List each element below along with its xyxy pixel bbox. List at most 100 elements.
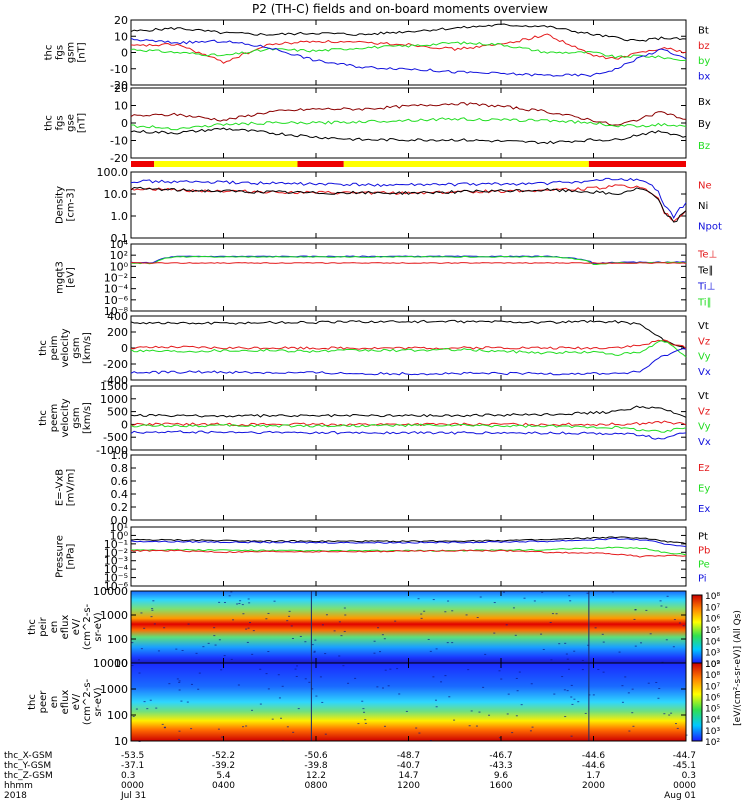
legend-entry: Pt (698, 531, 708, 542)
footer-value: -50.6 (304, 751, 328, 761)
y-axis-label: Pressure (55, 535, 66, 578)
spectrogram-speckle (398, 693, 401, 695)
spectrogram-speckle (163, 627, 166, 629)
spectrogram-speckle (313, 651, 316, 653)
spectrogram-speckle (647, 682, 650, 684)
y-tick-label: 0.6 (111, 475, 129, 488)
spectrogram-speckle (373, 652, 376, 654)
spectrogram-speckle (570, 735, 573, 737)
peim-velocity-series-Vz (130, 339, 687, 350)
spectrogram-speckle (540, 633, 543, 635)
mom-temp-series-Ti∥ (130, 255, 687, 265)
peer-flux-colorbar (691, 662, 703, 742)
spectrogram-speckle (202, 646, 205, 648)
spectrogram-speckle (601, 633, 604, 635)
spectrogram-speckle (465, 614, 468, 616)
spectrogram-speckle (618, 651, 621, 653)
spectrogram-speckle (223, 655, 226, 657)
spectrogram-speckle (447, 600, 450, 602)
spectrogram-speckle (273, 600, 276, 602)
footer-value: 0800 (305, 781, 328, 791)
spectrogram-speckle (135, 708, 138, 710)
legend-entry: Vt (698, 391, 709, 402)
spectrogram-speckle (381, 687, 384, 689)
legend-entry: Vx (698, 437, 711, 448)
spectrogram-speckle (507, 693, 510, 695)
spectrogram-speckle (666, 595, 669, 597)
y-axis-label: E=-VxB (55, 469, 66, 506)
spectrogram-speckle (364, 722, 367, 724)
y-tick-label: 20 (114, 14, 128, 27)
density-series-Ni (130, 186, 687, 223)
footer-value: 0.3 (682, 771, 696, 781)
spectrogram-speckle (668, 714, 671, 716)
spectrogram-speckle (581, 669, 584, 671)
spectrogram-speckle (550, 659, 553, 661)
spectrogram-speckle (649, 633, 652, 635)
spectrogram-speckle (516, 690, 519, 692)
spectrogram-speckle (565, 653, 568, 655)
footer-value: 0000 (121, 781, 144, 791)
spectrogram-speckle (363, 711, 366, 713)
spectrogram-speckle (665, 606, 668, 608)
y-axis-label: (cm^2-s- (82, 603, 93, 650)
y-axis-label: peer (38, 690, 49, 714)
spectrogram-speckle (238, 603, 241, 605)
spectrogram-speckle (663, 713, 666, 715)
spectrogram-speckle (232, 619, 235, 621)
spectrogram-speckle (584, 712, 587, 714)
spectrogram-speckle (245, 725, 248, 727)
spectrogram-speckle (138, 659, 141, 661)
spectrogram-speckle (387, 685, 390, 687)
spectrogram-speckle (655, 681, 658, 683)
spectrogram-speckle (383, 638, 386, 640)
spectrogram-speckle (178, 689, 181, 691)
spectrogram-speckle (493, 602, 496, 604)
legend-entry: Ey (698, 484, 710, 495)
spectrogram-speckle (197, 688, 200, 690)
spectrogram-speckle (633, 618, 636, 620)
footer-value: -44.7 (673, 751, 696, 761)
y-tick-label: -20 (110, 79, 128, 92)
footer-value: 5.4 (216, 771, 231, 781)
spectrogram-speckle (230, 658, 233, 660)
spectrogram-speckle (248, 602, 251, 604)
y-tick-label: 10 (114, 735, 128, 748)
spectrogram-speckle (217, 728, 220, 730)
colorbar-tick-label: 10⁴ (705, 716, 720, 726)
spectrogram-speckle (324, 733, 327, 735)
spectrogram-speckle (140, 612, 143, 614)
peem-velocity-panel-frame (130, 385, 687, 451)
spectrogram-speckle (569, 600, 572, 602)
spectrogram-speckle (500, 678, 503, 680)
spectrogram-speckle (213, 635, 216, 637)
spectrogram-speckle (640, 642, 643, 644)
peem-velocity-series-Vx (130, 430, 687, 440)
spectrogram-speckle (291, 638, 294, 640)
spectrogram-speckle (440, 681, 443, 683)
colorbar-tick-label: 10² (705, 738, 720, 748)
spectrogram-speckle (505, 624, 508, 626)
y-axis-label: [nPa] (66, 543, 77, 569)
spectrogram-speckle (418, 732, 421, 734)
y-tick-label: 10⁻⁶ (104, 580, 129, 593)
legend-entry: Vx (698, 367, 711, 378)
spectrogram-speckle (549, 621, 552, 623)
y-tick-label: 10⁴ (110, 238, 129, 251)
fgs-gsm-series-bx (130, 37, 687, 77)
y-tick-label: 10⁻⁴ (104, 563, 129, 576)
spectrogram-speckle (239, 600, 242, 602)
footer-value: 1600 (490, 781, 513, 791)
spectrogram-speckle (267, 650, 270, 652)
legend-entry: Ex (698, 504, 710, 515)
spectrogram-speckle (304, 641, 307, 643)
legend-entry: Ti∥ (697, 297, 712, 308)
spectrogram-speckle (296, 665, 299, 667)
spectrogram-speckle (432, 676, 435, 678)
y-tick-label: 0.4 (111, 488, 129, 501)
peim-velocity-series-Vt (130, 319, 687, 350)
spectrogram-speckle (451, 610, 454, 612)
spectrogram-speckle (157, 650, 160, 652)
legend-entry: Vt (698, 321, 709, 332)
spectrogram-speckle (631, 712, 634, 714)
